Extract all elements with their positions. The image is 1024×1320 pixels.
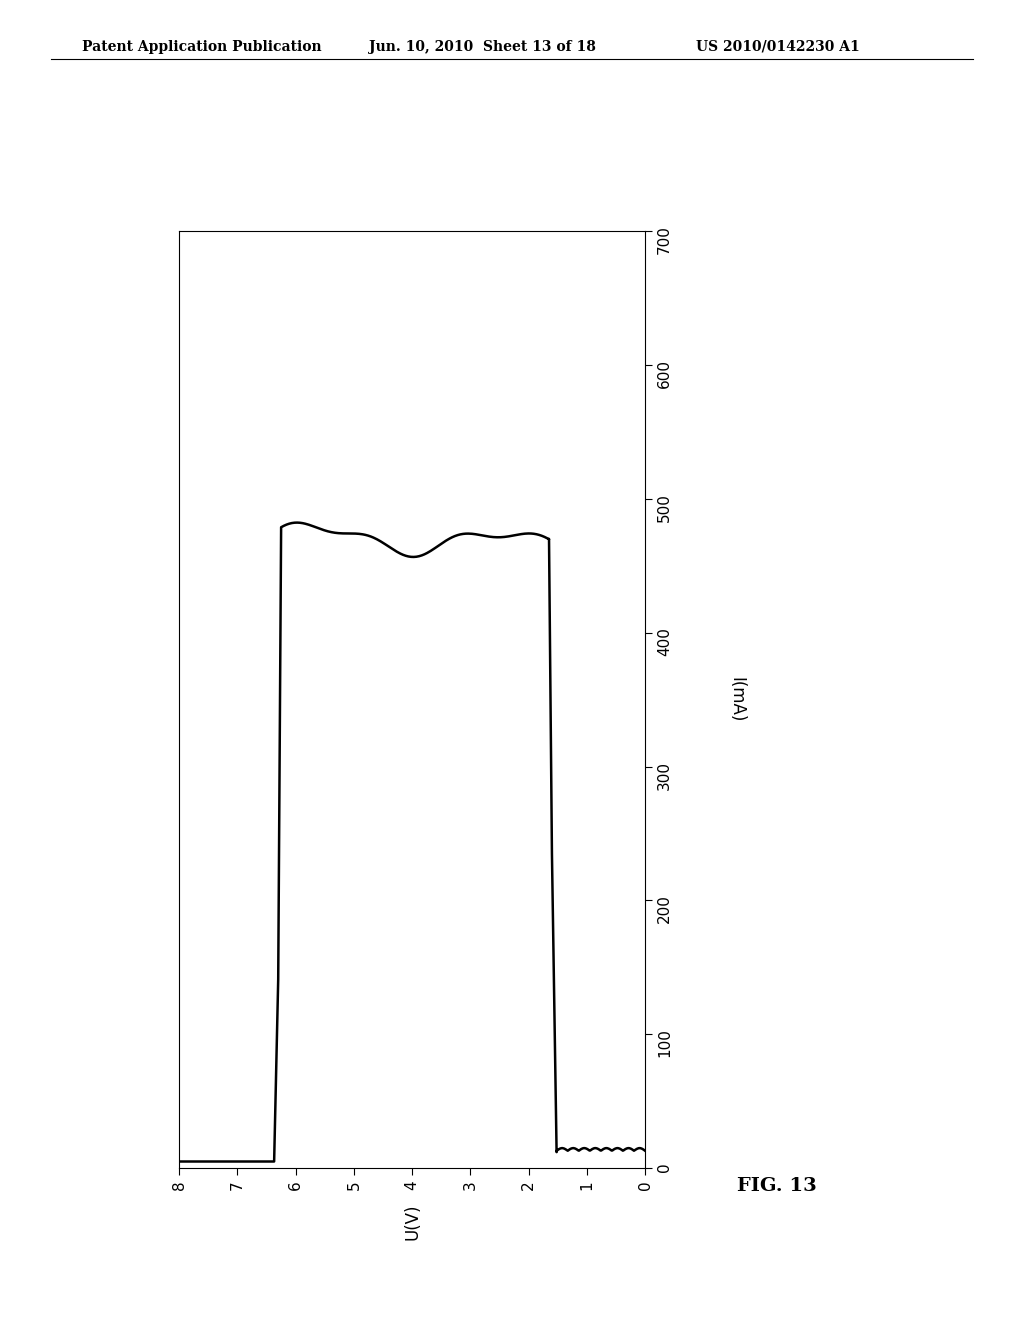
Text: FIG. 13: FIG. 13 bbox=[737, 1177, 817, 1196]
Text: Jun. 10, 2010  Sheet 13 of 18: Jun. 10, 2010 Sheet 13 of 18 bbox=[369, 40, 596, 54]
Text: Patent Application Publication: Patent Application Publication bbox=[82, 40, 322, 54]
Text: US 2010/0142230 A1: US 2010/0142230 A1 bbox=[696, 40, 860, 54]
Y-axis label: I(mA): I(mA) bbox=[727, 677, 745, 722]
X-axis label: U(V): U(V) bbox=[403, 1204, 421, 1241]
